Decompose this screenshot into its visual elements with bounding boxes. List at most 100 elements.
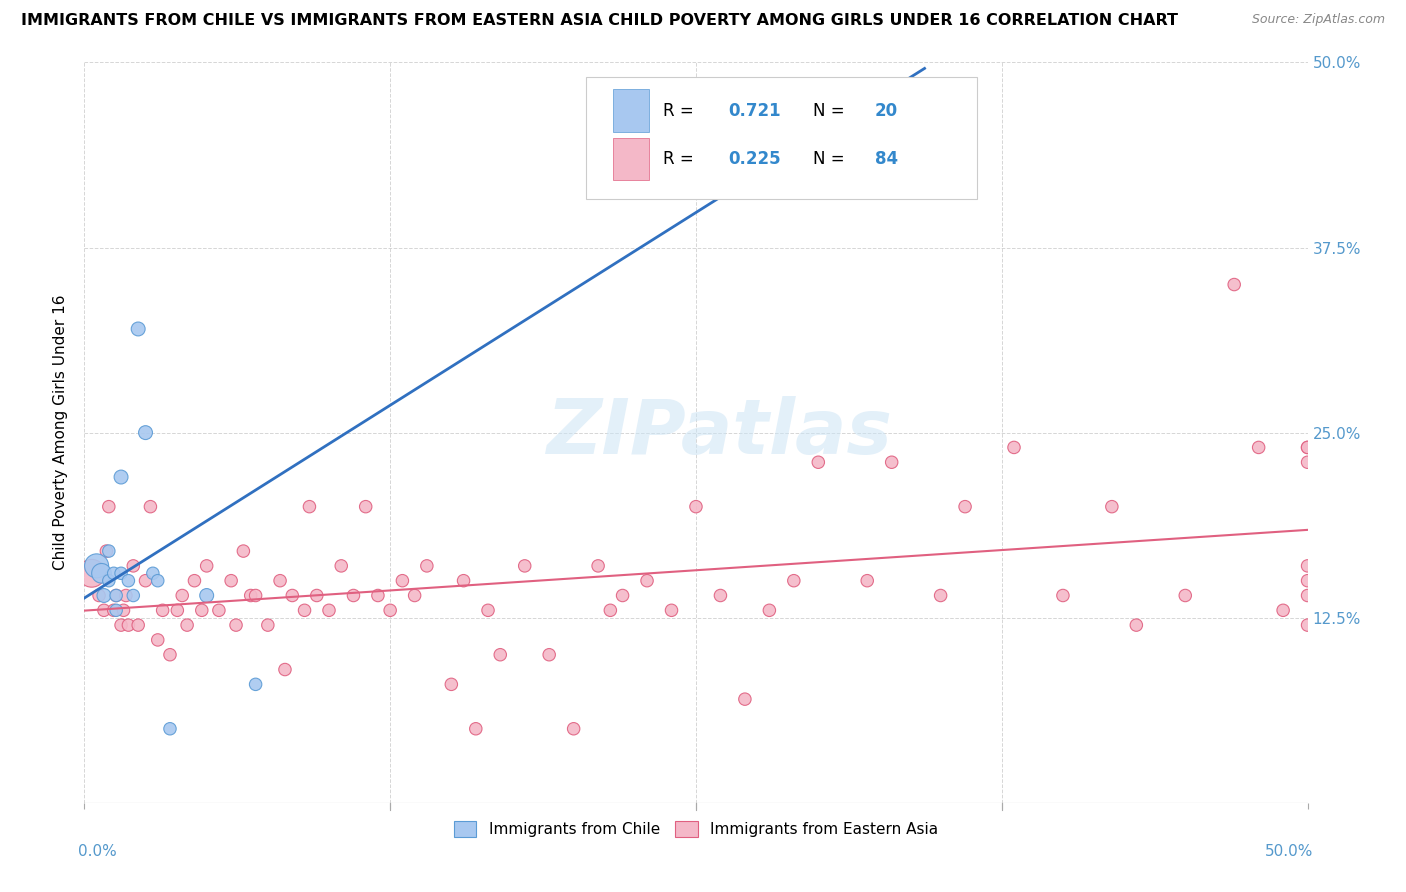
Point — [86, 558, 108, 573]
FancyBboxPatch shape — [613, 89, 650, 132]
Point — [146, 632, 169, 647]
Point — [391, 574, 413, 588]
Point — [1272, 603, 1295, 617]
Point — [709, 589, 731, 603]
Point — [880, 455, 903, 469]
Point — [464, 722, 486, 736]
Point — [734, 114, 756, 128]
Point — [97, 500, 120, 514]
Point — [232, 544, 254, 558]
Point — [269, 574, 291, 588]
Point — [538, 648, 561, 662]
Point — [685, 500, 707, 514]
Point — [298, 500, 321, 514]
Point — [219, 574, 242, 588]
Point — [208, 603, 231, 617]
Point — [93, 603, 115, 617]
Point — [612, 589, 634, 603]
Text: R =: R = — [664, 102, 699, 120]
Point — [1052, 589, 1074, 603]
Text: N =: N = — [814, 150, 851, 168]
Point — [1296, 441, 1319, 455]
Point — [330, 558, 353, 573]
Point — [110, 566, 132, 581]
Point — [1174, 589, 1197, 603]
Point — [453, 574, 475, 588]
Point — [135, 574, 157, 588]
Point — [294, 603, 316, 617]
Text: 0.721: 0.721 — [728, 102, 780, 120]
Point — [257, 618, 280, 632]
Text: N =: N = — [814, 102, 851, 120]
Point — [87, 589, 110, 603]
Point — [117, 618, 139, 632]
Point — [176, 618, 198, 632]
Point — [416, 558, 439, 573]
Point — [97, 544, 120, 558]
Point — [489, 648, 512, 662]
Point — [513, 558, 536, 573]
Point — [172, 589, 194, 603]
Point — [1296, 618, 1319, 632]
Point — [1296, 558, 1319, 573]
Point — [117, 574, 139, 588]
Point — [856, 574, 879, 588]
Point — [97, 574, 120, 588]
Point — [281, 589, 304, 603]
FancyBboxPatch shape — [613, 137, 650, 180]
Point — [159, 648, 181, 662]
Text: ZIPatlas: ZIPatlas — [547, 396, 893, 469]
Point — [139, 500, 162, 514]
Point — [245, 677, 267, 691]
Point — [225, 618, 247, 632]
FancyBboxPatch shape — [586, 78, 977, 200]
Point — [122, 558, 145, 573]
Point — [105, 603, 128, 617]
Y-axis label: Child Poverty Among Girls Under 16: Child Poverty Among Girls Under 16 — [53, 295, 69, 570]
Point — [183, 574, 205, 588]
Point — [122, 589, 145, 603]
Point — [1296, 589, 1319, 603]
Point — [404, 589, 426, 603]
Point — [318, 603, 340, 617]
Point — [110, 618, 132, 632]
Point — [562, 722, 585, 736]
Point — [354, 500, 377, 514]
Point — [440, 677, 463, 691]
Point — [1296, 441, 1319, 455]
Point — [191, 603, 214, 617]
Point — [734, 692, 756, 706]
Point — [586, 558, 609, 573]
Point — [195, 558, 218, 573]
Point — [159, 722, 181, 736]
Point — [245, 589, 267, 603]
Point — [367, 589, 389, 603]
Point — [477, 603, 499, 617]
Point — [93, 589, 115, 603]
Point — [1223, 277, 1246, 292]
Point — [152, 603, 174, 617]
Point — [166, 603, 188, 617]
Point — [135, 425, 157, 440]
Text: Source: ZipAtlas.com: Source: ZipAtlas.com — [1251, 13, 1385, 27]
Point — [146, 574, 169, 588]
Point — [1247, 441, 1270, 455]
Legend: Immigrants from Chile, Immigrants from Eastern Asia: Immigrants from Chile, Immigrants from E… — [447, 814, 945, 843]
Text: 0.225: 0.225 — [728, 150, 780, 168]
Text: R =: R = — [664, 150, 699, 168]
Point — [1125, 618, 1147, 632]
Point — [127, 322, 149, 336]
Point — [195, 589, 218, 603]
Point — [1296, 574, 1319, 588]
Point — [953, 500, 976, 514]
Point — [115, 589, 138, 603]
Point — [305, 589, 328, 603]
Point — [110, 470, 132, 484]
Point — [90, 566, 112, 581]
Point — [274, 663, 297, 677]
Point — [239, 589, 262, 603]
Point — [105, 589, 128, 603]
Point — [142, 566, 165, 581]
Text: 50.0%: 50.0% — [1265, 844, 1313, 858]
Point — [103, 603, 125, 617]
